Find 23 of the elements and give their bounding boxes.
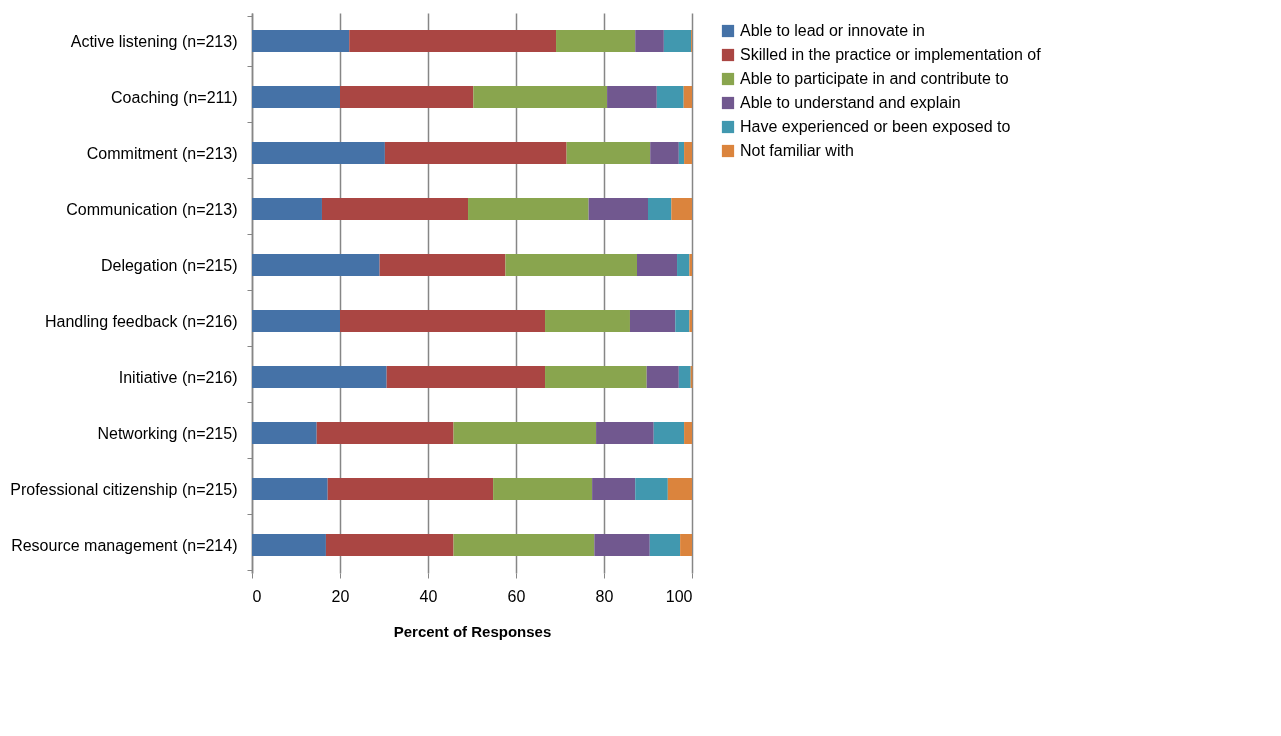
x-tick-label: 60 bbox=[507, 587, 526, 605]
x-axis-title: Percent of Responses bbox=[393, 622, 552, 640]
y-tick-label: Coaching (n=211) bbox=[111, 88, 238, 106]
y-tick-label: Initiative (n=216) bbox=[118, 368, 238, 386]
x-tick-label: 40 bbox=[419, 587, 438, 605]
x-tick-label: 20 bbox=[331, 587, 350, 605]
legend-label: Able to understand and explain bbox=[740, 94, 961, 111]
y-tick-label: Communication (n=213) bbox=[66, 200, 238, 218]
y-tick-label: Delegation (n=215) bbox=[100, 256, 238, 274]
x-tick-label: 0 bbox=[252, 587, 262, 605]
y-tick-label: Resource management (n=214) bbox=[11, 536, 238, 554]
y-tick-label: Networking (n=215) bbox=[97, 424, 238, 442]
legend-label: Have experienced or been exposed to bbox=[740, 118, 1011, 135]
legend-label: Able to lead or innovate in bbox=[740, 22, 926, 39]
y-tick-label: Active listening (n=213) bbox=[70, 32, 238, 50]
y-tick-label: Handling feedback (n=216) bbox=[44, 312, 238, 330]
legend-label: Skilled in the practice or implementation of bbox=[740, 46, 1042, 63]
y-tick-label: Commitment (n=213) bbox=[86, 144, 238, 162]
legend-label: Not familiar with bbox=[740, 142, 854, 159]
x-tick-label: 80 bbox=[595, 587, 614, 605]
legend-label: Able to participate in and contribute to bbox=[740, 70, 1009, 87]
y-tick-label: Professional citizenship (n=215) bbox=[10, 480, 238, 498]
x-tick-label: 100 bbox=[665, 587, 693, 605]
